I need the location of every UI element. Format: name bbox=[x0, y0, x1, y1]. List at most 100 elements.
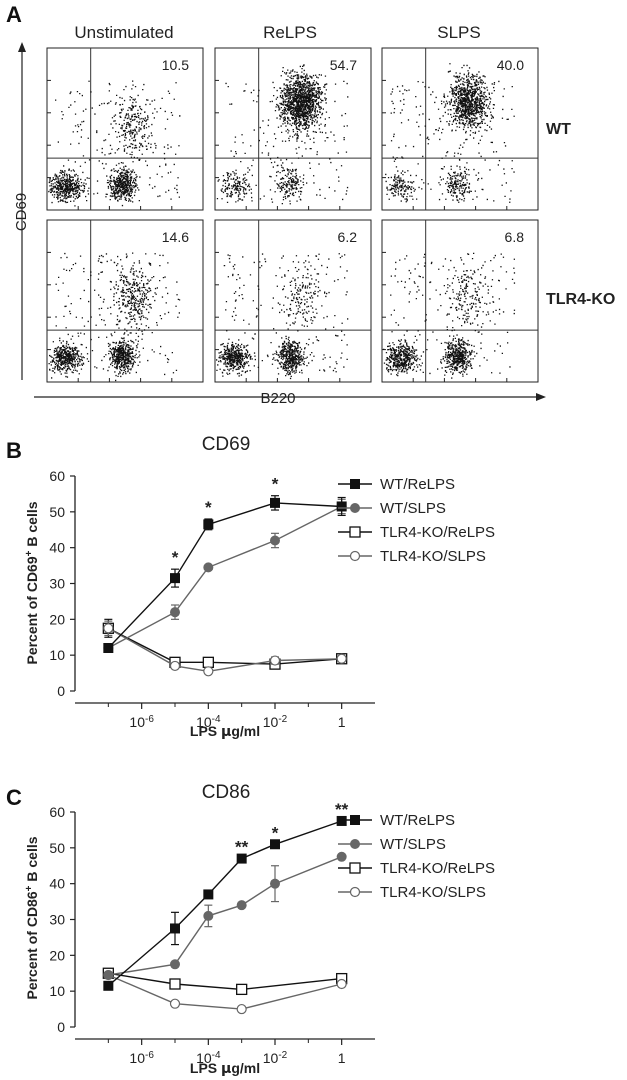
y-tick-label: 50 bbox=[49, 840, 65, 856]
b220-axis-label: B220 bbox=[260, 390, 295, 407]
flow-events bbox=[48, 252, 181, 382]
cd69-axis-arrowhead bbox=[18, 42, 26, 52]
dot-plot-tlr4-ko-unstimulated: 14.6 bbox=[46, 219, 204, 383]
x-tick-label: 10-6 bbox=[129, 714, 154, 731]
y-tick-label: 20 bbox=[49, 947, 65, 963]
y-tick-label: 30 bbox=[49, 576, 65, 592]
data-point bbox=[103, 643, 114, 653]
data-point bbox=[236, 983, 248, 996]
series-line bbox=[108, 856, 342, 976]
x-tick-label: 10-4 bbox=[196, 714, 221, 731]
panel-c-cd86-chart: C CD86 Percent of CD86+ B cells LPS μg/m… bbox=[6, 782, 495, 1077]
y-tick-label: 0 bbox=[57, 1019, 65, 1035]
data-point bbox=[203, 889, 214, 900]
y-tick-label: 20 bbox=[49, 611, 65, 627]
col-title-unstimulated: Unstimulated bbox=[74, 23, 173, 42]
data-point bbox=[270, 839, 280, 850]
significance-marker: ** bbox=[335, 800, 349, 819]
data-point bbox=[169, 660, 181, 672]
significance-marker: * bbox=[272, 823, 279, 842]
chart-c-legend: WT/ReLPS WT/SLPS TLR4-KO/ReLPS TLR4-KO/SLPS bbox=[338, 812, 495, 901]
row-label-wt: WT bbox=[546, 121, 571, 138]
data-point bbox=[170, 573, 180, 584]
legend-item-tlr4-ko-slps: TLR4-KO/SLPS bbox=[338, 884, 486, 901]
legend-item-tlr4-ko-slps: TLR4-KO/SLPS bbox=[338, 548, 486, 565]
data-point bbox=[336, 815, 347, 826]
x-tick-label: 1 bbox=[338, 1050, 346, 1066]
series-tlr4-ko-relps bbox=[102, 618, 348, 670]
gate-percentage: 54.7 bbox=[330, 57, 357, 73]
dot-plot-frame bbox=[214, 47, 372, 211]
panel-b-letter: B bbox=[6, 438, 22, 463]
col-title-relps: ReLPS bbox=[263, 23, 317, 42]
flow-events bbox=[383, 252, 516, 379]
chart-b-xlabel: LPS μg/ml bbox=[190, 723, 260, 740]
series-line bbox=[107, 627, 342, 665]
y-tick-label: 30 bbox=[49, 912, 65, 928]
series-tlr4-ko-slps bbox=[103, 620, 347, 677]
significance-marker: * bbox=[172, 548, 179, 567]
gate-percentage: 6.8 bbox=[505, 229, 525, 245]
y-tick-label: 60 bbox=[49, 468, 65, 484]
chart-b-axes: 0 10 20 30 40 50 60 10-6 10-4 10-2 1 bbox=[49, 468, 375, 730]
data-point bbox=[349, 526, 361, 538]
data-point bbox=[169, 978, 181, 990]
x-tick-label: 10-2 bbox=[263, 1050, 288, 1067]
b220-axis-arrowhead bbox=[536, 393, 546, 401]
data-point bbox=[203, 910, 214, 921]
series-line bbox=[107, 505, 343, 649]
gate-percentage: 14.6 bbox=[162, 229, 189, 245]
legend-label: WT/SLPS bbox=[380, 836, 446, 853]
significance-marker: * bbox=[272, 475, 279, 494]
series-wt-slps bbox=[103, 851, 347, 981]
flow-events bbox=[48, 80, 181, 207]
gate-percentage: 6.2 bbox=[338, 229, 358, 245]
legend-label: TLR4-KO/ReLPS bbox=[380, 524, 495, 541]
series-wt-relps bbox=[103, 495, 347, 653]
series-line bbox=[107, 627, 342, 673]
x-tick-label: 10-2 bbox=[263, 714, 288, 731]
data-point bbox=[103, 970, 114, 981]
legend-label: WT/ReLPS bbox=[380, 476, 455, 493]
data-point bbox=[269, 655, 281, 666]
data-point bbox=[270, 497, 280, 508]
y-tick-label: 10 bbox=[49, 647, 65, 663]
dot-plot-wt-slps: 40.0 bbox=[381, 47, 539, 211]
legend-item-wt-relps: WT/ReLPS bbox=[338, 812, 455, 829]
legend-item-wt-relps: WT/ReLPS bbox=[338, 476, 455, 493]
data-point bbox=[169, 998, 181, 1009]
series-line bbox=[108, 974, 342, 1010]
data-point bbox=[336, 501, 347, 512]
chart-c-plot: ***** bbox=[102, 800, 349, 1015]
chart-c-xlabel: LPS μg/ml bbox=[190, 1060, 260, 1077]
series-tlr4-ko-slps bbox=[103, 969, 347, 1015]
y-tick-label: 50 bbox=[49, 504, 65, 520]
gate-percentage: 40.0 bbox=[497, 57, 524, 73]
data-point bbox=[202, 656, 214, 668]
dot-plot-tlr4-ko-relps: 6.2 bbox=[214, 219, 372, 383]
legend-item-tlr4-ko-relps: TLR4-KO/ReLPS bbox=[338, 860, 495, 877]
data-point bbox=[350, 839, 360, 849]
data-point bbox=[349, 886, 361, 898]
series-line bbox=[107, 820, 342, 987]
series-wt-relps bbox=[103, 815, 347, 991]
panel-a-letter: A bbox=[6, 2, 22, 27]
significance-marker: ** bbox=[235, 838, 249, 857]
legend-label: TLR4-KO/SLPS bbox=[380, 884, 486, 901]
x-tick-label: 10-6 bbox=[129, 1050, 154, 1067]
chart-c-axes: 0 10 20 30 40 50 60 10-6 10-4 10-2 1 bbox=[49, 804, 375, 1066]
data-point bbox=[350, 503, 360, 513]
data-point bbox=[203, 666, 214, 677]
y-tick-label: 40 bbox=[49, 876, 65, 892]
data-point bbox=[236, 900, 247, 911]
data-point bbox=[170, 923, 180, 934]
y-tick-label: 0 bbox=[57, 683, 65, 699]
significance-marker: * bbox=[205, 498, 212, 517]
legend-item-wt-slps: WT/SLPS bbox=[338, 836, 446, 853]
data-point bbox=[236, 853, 247, 864]
y-tick-label: 60 bbox=[49, 804, 65, 820]
legend-item-wt-slps: WT/SLPS bbox=[338, 500, 446, 517]
x-tick-label: 10-4 bbox=[196, 1050, 221, 1067]
data-point bbox=[170, 959, 180, 970]
legend-label: WT/ReLPS bbox=[380, 812, 455, 829]
